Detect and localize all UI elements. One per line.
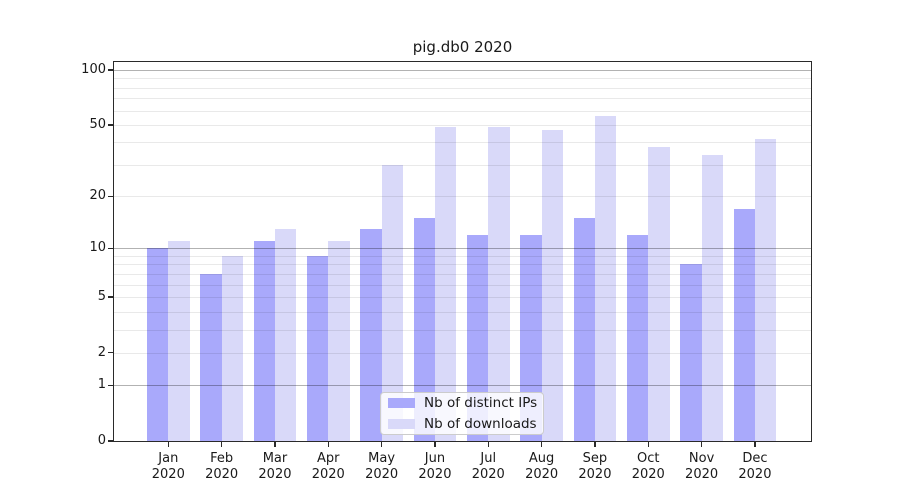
y-tick-label-50: 50 <box>89 116 106 132</box>
x-tick-mark-aug <box>541 441 543 447</box>
bar-downloads-feb <box>221 255 243 441</box>
x-tick-label-jan: Jan 2020 <box>151 451 185 482</box>
bar-distinct-ips-dec <box>733 208 755 441</box>
x-tick-mark-dec <box>754 441 756 447</box>
bar-distinct-ips-sep <box>573 218 595 441</box>
legend-item-distinct-ips: Nb of distinct IPs <box>388 395 538 411</box>
legend-item-downloads: Nb of downloads <box>388 416 537 432</box>
bar-distinct-ips-jun <box>413 218 435 441</box>
x-tick-mark-jun <box>434 441 436 447</box>
y-tick-mark-0 <box>108 440 114 442</box>
bar-distinct-ips-nov <box>680 264 702 441</box>
x-tick-label-may: May 2020 <box>365 451 399 482</box>
x-tick-mark-may <box>381 441 383 447</box>
x-tick-mark-feb <box>221 441 223 447</box>
bar-downloads-jan <box>168 241 190 441</box>
x-tick-mark-nov <box>701 441 703 447</box>
x-tick-label-sep: Sep 2020 <box>578 451 612 482</box>
x-tick-label-mar: Mar 2020 <box>258 451 292 482</box>
plot-area <box>113 61 812 442</box>
bar-downloads-jun <box>434 126 457 441</box>
bar-distinct-ips-mar <box>253 241 275 441</box>
legend: Nb of distinct IPs Nb of downloads <box>380 392 544 435</box>
x-tick-label-apr: Apr 2020 <box>311 451 345 482</box>
y-tick-mark-100 <box>108 69 114 71</box>
x-tick-label-dec: Dec 2020 <box>738 451 772 482</box>
bar-distinct-ips-jul <box>466 234 489 441</box>
y-tick-mark-10 <box>108 247 114 249</box>
x-tick-mark-mar <box>274 441 276 447</box>
bar-downloads-may <box>381 164 403 441</box>
y-tick-label-5: 5 <box>97 288 106 304</box>
bar-distinct-ips-feb <box>200 273 222 441</box>
legend-label: Nb of distinct IPs <box>424 395 538 411</box>
y-tick-label-20: 20 <box>89 188 106 204</box>
bar-downloads-oct <box>648 146 670 441</box>
bar-downloads-sep <box>594 116 617 441</box>
bar-distinct-ips-oct <box>626 234 649 441</box>
y-tick-label-1: 1 <box>97 377 106 393</box>
bar-distinct-ips-may <box>360 228 382 441</box>
x-tick-label-feb: Feb 2020 <box>205 451 239 482</box>
y-tick-mark-1 <box>108 384 114 386</box>
y-tick-mark-50 <box>108 124 114 126</box>
bar-downloads-nov <box>701 155 723 441</box>
chart-title: pig.db0 2020 <box>412 38 513 56</box>
x-tick-mark-apr <box>327 441 329 447</box>
y-tick-mark-20 <box>108 195 114 197</box>
y-tick-label-10: 10 <box>89 240 106 256</box>
x-tick-mark-jan <box>167 441 169 447</box>
bar-downloads-apr <box>328 241 350 441</box>
x-tick-label-oct: Oct 2020 <box>631 451 665 482</box>
bar-downloads-aug <box>541 129 563 441</box>
legend-swatch-icon <box>388 398 415 408</box>
y-tick-label-0: 0 <box>97 433 106 448</box>
bar-distinct-ips-apr <box>306 255 329 441</box>
x-tick-label-aug: Aug 2020 <box>525 451 559 482</box>
bar-downloads-jul <box>488 126 510 441</box>
bar-distinct-ips-aug <box>520 234 542 441</box>
x-tick-label-jul: Jul 2020 <box>471 451 505 482</box>
legend-swatch-icon <box>388 419 415 429</box>
y-tick-mark-2 <box>108 352 114 354</box>
x-tick-label-jun: Jun 2020 <box>418 451 452 482</box>
x-tick-mark-sep <box>594 441 596 447</box>
x-tick-mark-jul <box>487 441 489 447</box>
bar-downloads-mar <box>274 228 297 441</box>
y-tick-label-2: 2 <box>97 344 106 360</box>
bar-distinct-ips-jan <box>146 248 169 441</box>
y-tick-label-100: 100 <box>81 62 106 77</box>
x-tick-mark-oct <box>647 441 649 447</box>
bars-layer <box>114 62 811 441</box>
bar-downloads-dec <box>754 138 777 441</box>
y-tick-mark-5 <box>108 296 114 298</box>
x-tick-label-nov: Nov 2020 <box>685 451 719 482</box>
legend-label: Nb of downloads <box>424 416 537 432</box>
